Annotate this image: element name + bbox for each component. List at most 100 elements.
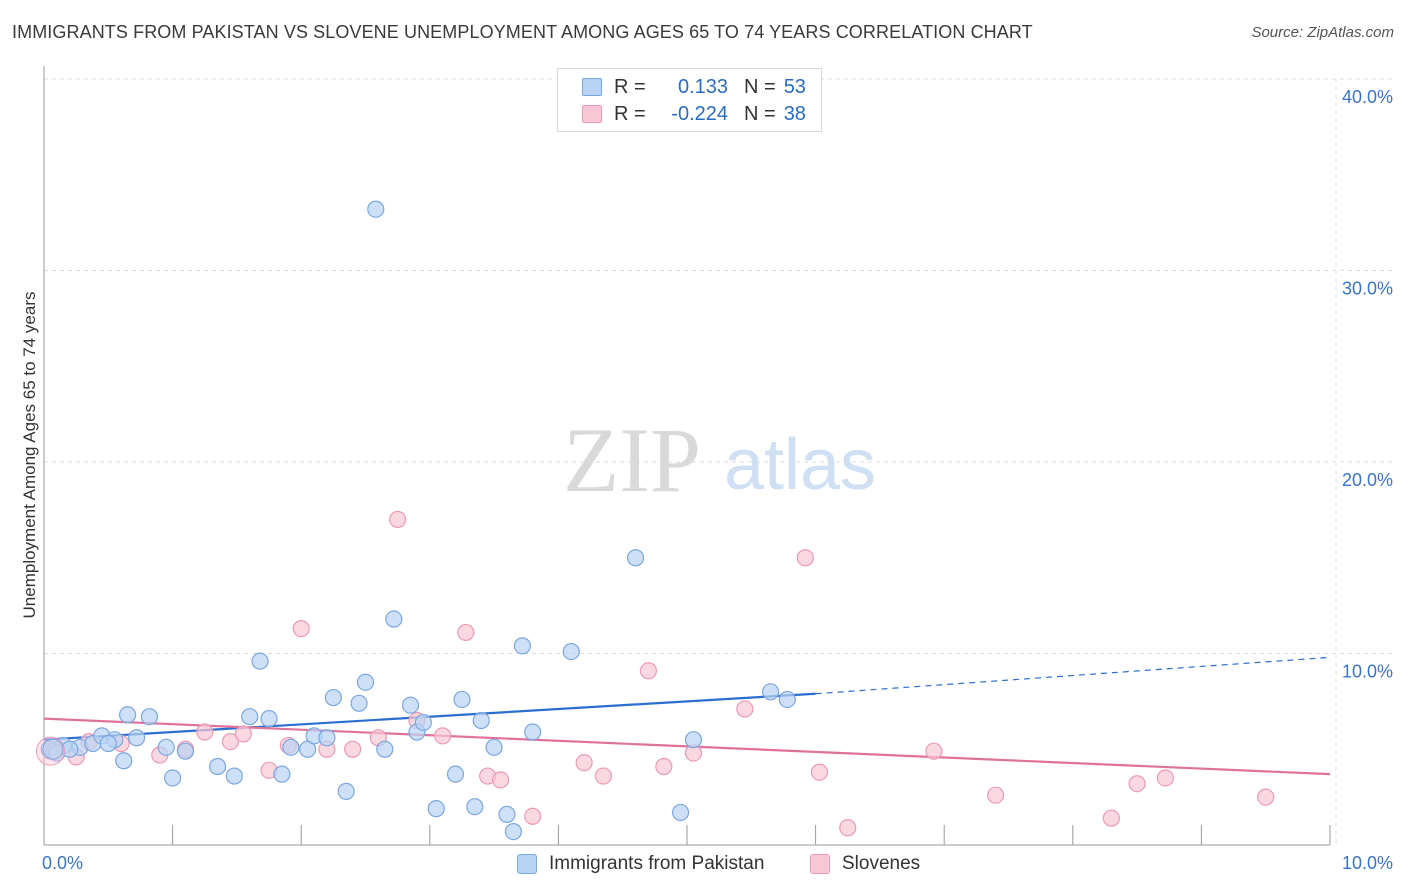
slovene-point [1128, 775, 1146, 793]
legend-n-value: 38 [783, 102, 806, 125]
legend-row-pakistan: R = 0.133 N = 53 [582, 76, 806, 98]
bottom-legend-slovenes: Slovenes [810, 852, 920, 876]
source-credit: Source: ZipAtlas.com [1251, 24, 1394, 41]
bottom-legend-label-pakistan: Immigrants from Pakistan [549, 853, 765, 874]
pakistan-point [385, 610, 403, 628]
pakistan-point [626, 549, 645, 567]
legend-n-value: 53 [783, 75, 806, 98]
legend-r-value: 0.133 [677, 75, 728, 98]
slovene-point [575, 754, 593, 772]
pakistan-point [225, 767, 243, 785]
slovene-point [434, 727, 452, 745]
pakistan-point [498, 805, 516, 823]
pakistan-point [251, 652, 269, 670]
slovene-point [639, 662, 658, 680]
y-tick-label: 10.0% [1342, 662, 1393, 682]
slovene-point [1156, 769, 1174, 787]
slovene-point [491, 771, 510, 789]
legend-r-label: R = [614, 102, 646, 125]
pakistan-point [241, 708, 259, 726]
legend-n-label: N = [744, 75, 776, 98]
pakistan-point [282, 738, 300, 756]
pakistan-point [164, 769, 182, 787]
pakistan-point [778, 690, 796, 709]
pakistan-point [414, 713, 432, 732]
pakistan-point [401, 696, 420, 714]
slovene-point [1257, 788, 1275, 806]
bottom-legend-pakistan: Immigrants from Pakistan [517, 852, 764, 876]
correlation-legend: R = 0.133 N = 53 R = -0.224 N = 38 [557, 68, 822, 132]
slovene-point [987, 786, 1005, 804]
bottom-legend-swatch-pakistan [517, 854, 537, 874]
pakistan-point [356, 673, 375, 691]
slovene-point [839, 819, 857, 837]
x-tick-label: 10.0% [1342, 853, 1393, 873]
bottom-legend-swatch-slovenes [810, 854, 830, 874]
chart-title: IMMIGRANTS FROM PAKISTAN VS SLOVENE UNEM… [12, 22, 1033, 42]
pakistan-point [761, 683, 780, 701]
pakistan-point [337, 782, 355, 800]
legend-n-label: N = [744, 102, 776, 125]
watermark-atlas: atlas [724, 425, 876, 505]
pakistan-point [324, 688, 342, 707]
pakistan-point [376, 740, 394, 758]
pakistan-point [118, 706, 137, 724]
pakistan-point [524, 723, 542, 741]
slovene-point [221, 732, 240, 751]
pakistan-point [485, 738, 503, 756]
legend-swatch-pakistan [582, 78, 602, 96]
slovene-point [655, 757, 673, 776]
tick-labels: 10.0% 20.0% 30.0% 40.0% 0.0% 10.0% [42, 87, 1393, 873]
bottom-legend-label-slovenes: Slovenes [842, 853, 921, 874]
watermark: ZIP atlas [563, 409, 876, 511]
pakistan-point [127, 729, 146, 747]
watermark-zip: ZIP [563, 409, 701, 511]
pakistan-point [504, 822, 522, 841]
pakistan-point [671, 803, 690, 822]
legend-swatch-slovenes [582, 105, 602, 123]
pakistan-point [318, 729, 336, 747]
pakistan-point [446, 765, 465, 783]
slovene-point [594, 767, 613, 785]
pakistan-point [350, 694, 368, 712]
pakistan-point [472, 711, 490, 730]
pakistan-point [367, 200, 385, 218]
y-tick-label: 20.0% [1342, 470, 1393, 490]
y-tick-label: 40.0% [1342, 87, 1393, 107]
legend-r-label: R = [614, 75, 646, 98]
slovene-point [810, 763, 829, 781]
pakistan-point [115, 752, 133, 770]
pakistan-point [176, 742, 195, 760]
slovene-point [389, 510, 407, 529]
slovene-point [925, 742, 943, 760]
pakistan-point [273, 765, 291, 783]
pakistan-point [453, 690, 471, 709]
y-tick-label: 30.0% [1342, 279, 1393, 299]
data-points [35, 200, 1275, 841]
pakistan-point [140, 708, 159, 726]
pakistan-point [513, 637, 531, 655]
x-tick-label: 0.0% [42, 853, 83, 873]
pakistan-point [562, 642, 580, 661]
slovene-point [234, 725, 252, 743]
pakistan-trend-extension [815, 656, 1331, 695]
slovene-point [736, 700, 754, 718]
pakistan-point [466, 798, 484, 816]
slovene-point [292, 620, 310, 638]
slovene-point [796, 549, 814, 567]
slovene-point [524, 807, 542, 825]
pakistan-trend-line [43, 692, 816, 741]
legend-row-slovenes: R = -0.224 N = 38 [582, 103, 806, 125]
slovene-point [196, 723, 214, 741]
slovene-point [457, 623, 475, 642]
legend-r-value: -0.224 [671, 102, 728, 125]
trend-lines [43, 656, 1331, 776]
pakistan-cluster-point [42, 738, 64, 760]
pakistan-point [209, 757, 227, 776]
slovene-trend-line [43, 717, 1331, 776]
slovene-point [1102, 809, 1120, 827]
pakistan-point [157, 738, 175, 756]
y-axis-title: Unemployment Among Ages 65 to 74 years [20, 291, 39, 619]
pakistan-point [260, 710, 278, 728]
